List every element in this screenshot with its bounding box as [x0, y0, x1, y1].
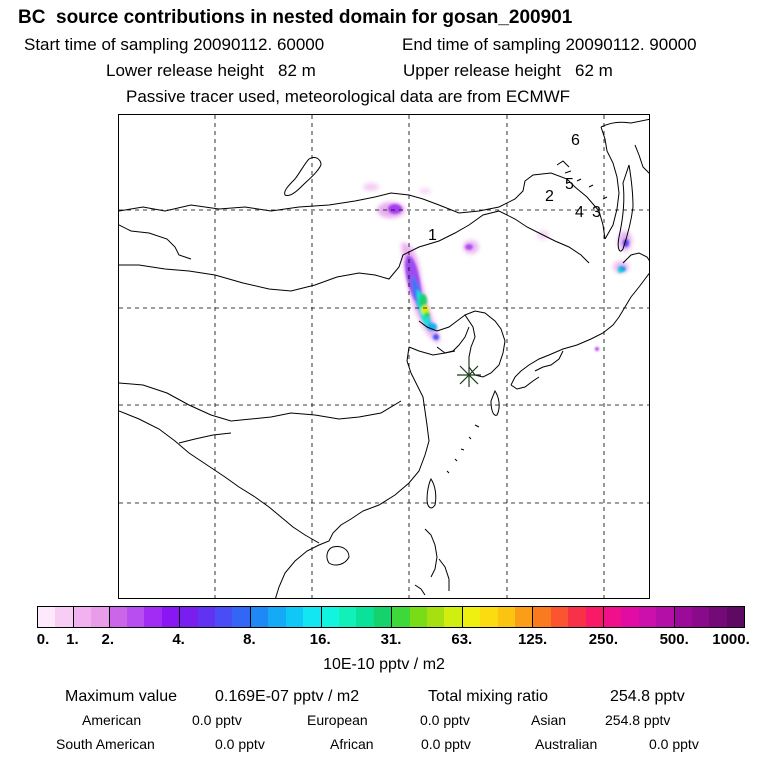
region-value-asian: 254.8 pptv [605, 712, 671, 728]
region-name-american: American [82, 712, 142, 728]
colorbar-segment [268, 607, 286, 627]
region-value-american: 0.0 pptv [192, 712, 242, 728]
colorbar-tick-label: 16. [309, 631, 331, 648]
colorbar-segment [321, 607, 339, 627]
region-value-african: 0.0 pptv [421, 736, 471, 752]
total-mixing-ratio-label: Total mixing ratio [428, 688, 549, 705]
region-value-south-american: 0.0 pptv [215, 736, 265, 752]
colorbar-segment [426, 607, 445, 627]
region-name-south-american: South American [56, 736, 155, 752]
map-panel: 1 2 3 4 5 6 [118, 114, 650, 599]
colorbar-segment [692, 607, 710, 627]
max-value: 0.169E-07 pptv / m2 [215, 688, 360, 705]
colorbar-segment [197, 607, 216, 627]
colorbar-segment [373, 607, 393, 627]
colorbar-segment [338, 607, 357, 627]
lower-release-height-label: Lower release height 82 m [106, 61, 316, 80]
colorbar-segment [180, 607, 198, 627]
region-name-african: African [330, 736, 374, 752]
start-time-label: Start time of sampling 20090112. 60000 [24, 35, 325, 54]
colorbar-segment [55, 607, 74, 627]
region-name-asian: Asian [531, 712, 567, 728]
colorbar-segment [91, 607, 110, 627]
colorbar-segment [514, 607, 534, 627]
colorbar-segment [726, 607, 745, 627]
region-value-european: 0.0 pptv [420, 712, 470, 728]
colorbar-tick-label: 4. [172, 631, 185, 648]
colorbar-segment [38, 607, 56, 627]
colorbar-segment [585, 607, 604, 627]
colorbar-tick-label: 1000. [712, 631, 750, 648]
region-name-european: European [307, 712, 368, 728]
colorbar-segment [392, 607, 410, 627]
map-canvas: 1 2 3 4 5 6 [119, 115, 649, 598]
colorbar-segment [161, 607, 181, 627]
colorbar-segment [232, 607, 251, 627]
map-label-4: 4 [575, 204, 584, 221]
colorbar-segment [497, 607, 515, 627]
colorbar-segment [144, 607, 162, 627]
colorbar-segment [480, 607, 498, 627]
max-value-label: Maximum value [65, 688, 178, 705]
map-label-3: 3 [592, 204, 601, 221]
colorbar-segment [356, 607, 374, 627]
colorbar-tick-label: 2. [101, 631, 115, 648]
colorbar-segment [250, 607, 269, 627]
map-label-5: 5 [565, 176, 574, 193]
colorbar-segment [709, 607, 727, 627]
colorbar-segment [215, 607, 233, 627]
colorbar-segment [638, 607, 657, 627]
colorbar-segment [73, 607, 92, 627]
colorbar-tick-label: 1. [66, 631, 79, 648]
colorbar-segment [127, 607, 145, 627]
region-name-australian: Australian [535, 736, 598, 752]
colorbar-segment [568, 607, 586, 627]
colorbar-tick-label: 500. [659, 631, 689, 648]
tracer-note: Passive tracer used, meteorological data… [126, 87, 571, 106]
colorbar-segment [674, 607, 693, 627]
colorbar-tick-label: 125. [517, 631, 548, 648]
coastlines [119, 118, 649, 598]
map-label-2: 2 [545, 188, 554, 205]
colorbar-segment [109, 607, 128, 627]
colorbar-unit: 10E-10 pptv / m2 [323, 656, 445, 673]
lat-lon-grid [119, 115, 649, 598]
colorbar-segment [550, 607, 569, 627]
colorbar-tick-label: 0. [36, 631, 50, 648]
colorbar-tick-label: 31. [380, 631, 402, 648]
colorbar-tick-label: 250. [588, 631, 618, 648]
upper-release-height-label: Upper release height 62 m [403, 61, 613, 80]
region-value-australian: 0.0 pptv [649, 736, 699, 752]
colorbar-segment [462, 607, 481, 627]
colorbar-segment [604, 607, 622, 627]
map-label-1: 1 [428, 227, 437, 244]
map-label-6: 6 [571, 132, 580, 149]
colorbar-tick-label: 63. [451, 631, 473, 648]
map-title: BC source contributions in nested domain… [18, 7, 573, 28]
receptor-star-icon [457, 363, 481, 387]
colorbar-segment [621, 607, 639, 627]
colorbar [37, 606, 745, 628]
colorbar-segment [285, 607, 304, 627]
colorbar-segment [303, 607, 322, 627]
colorbar-segment [444, 607, 463, 627]
total-mixing-ratio-value: 254.8 pptv [610, 688, 685, 705]
colorbar-segment [656, 607, 675, 627]
colorbar-tick-label: 8. [243, 631, 256, 648]
colorbar-segment [409, 607, 427, 627]
end-time-label: End time of sampling 20090112. 90000 [402, 35, 697, 54]
colorbar-segment [533, 607, 551, 627]
